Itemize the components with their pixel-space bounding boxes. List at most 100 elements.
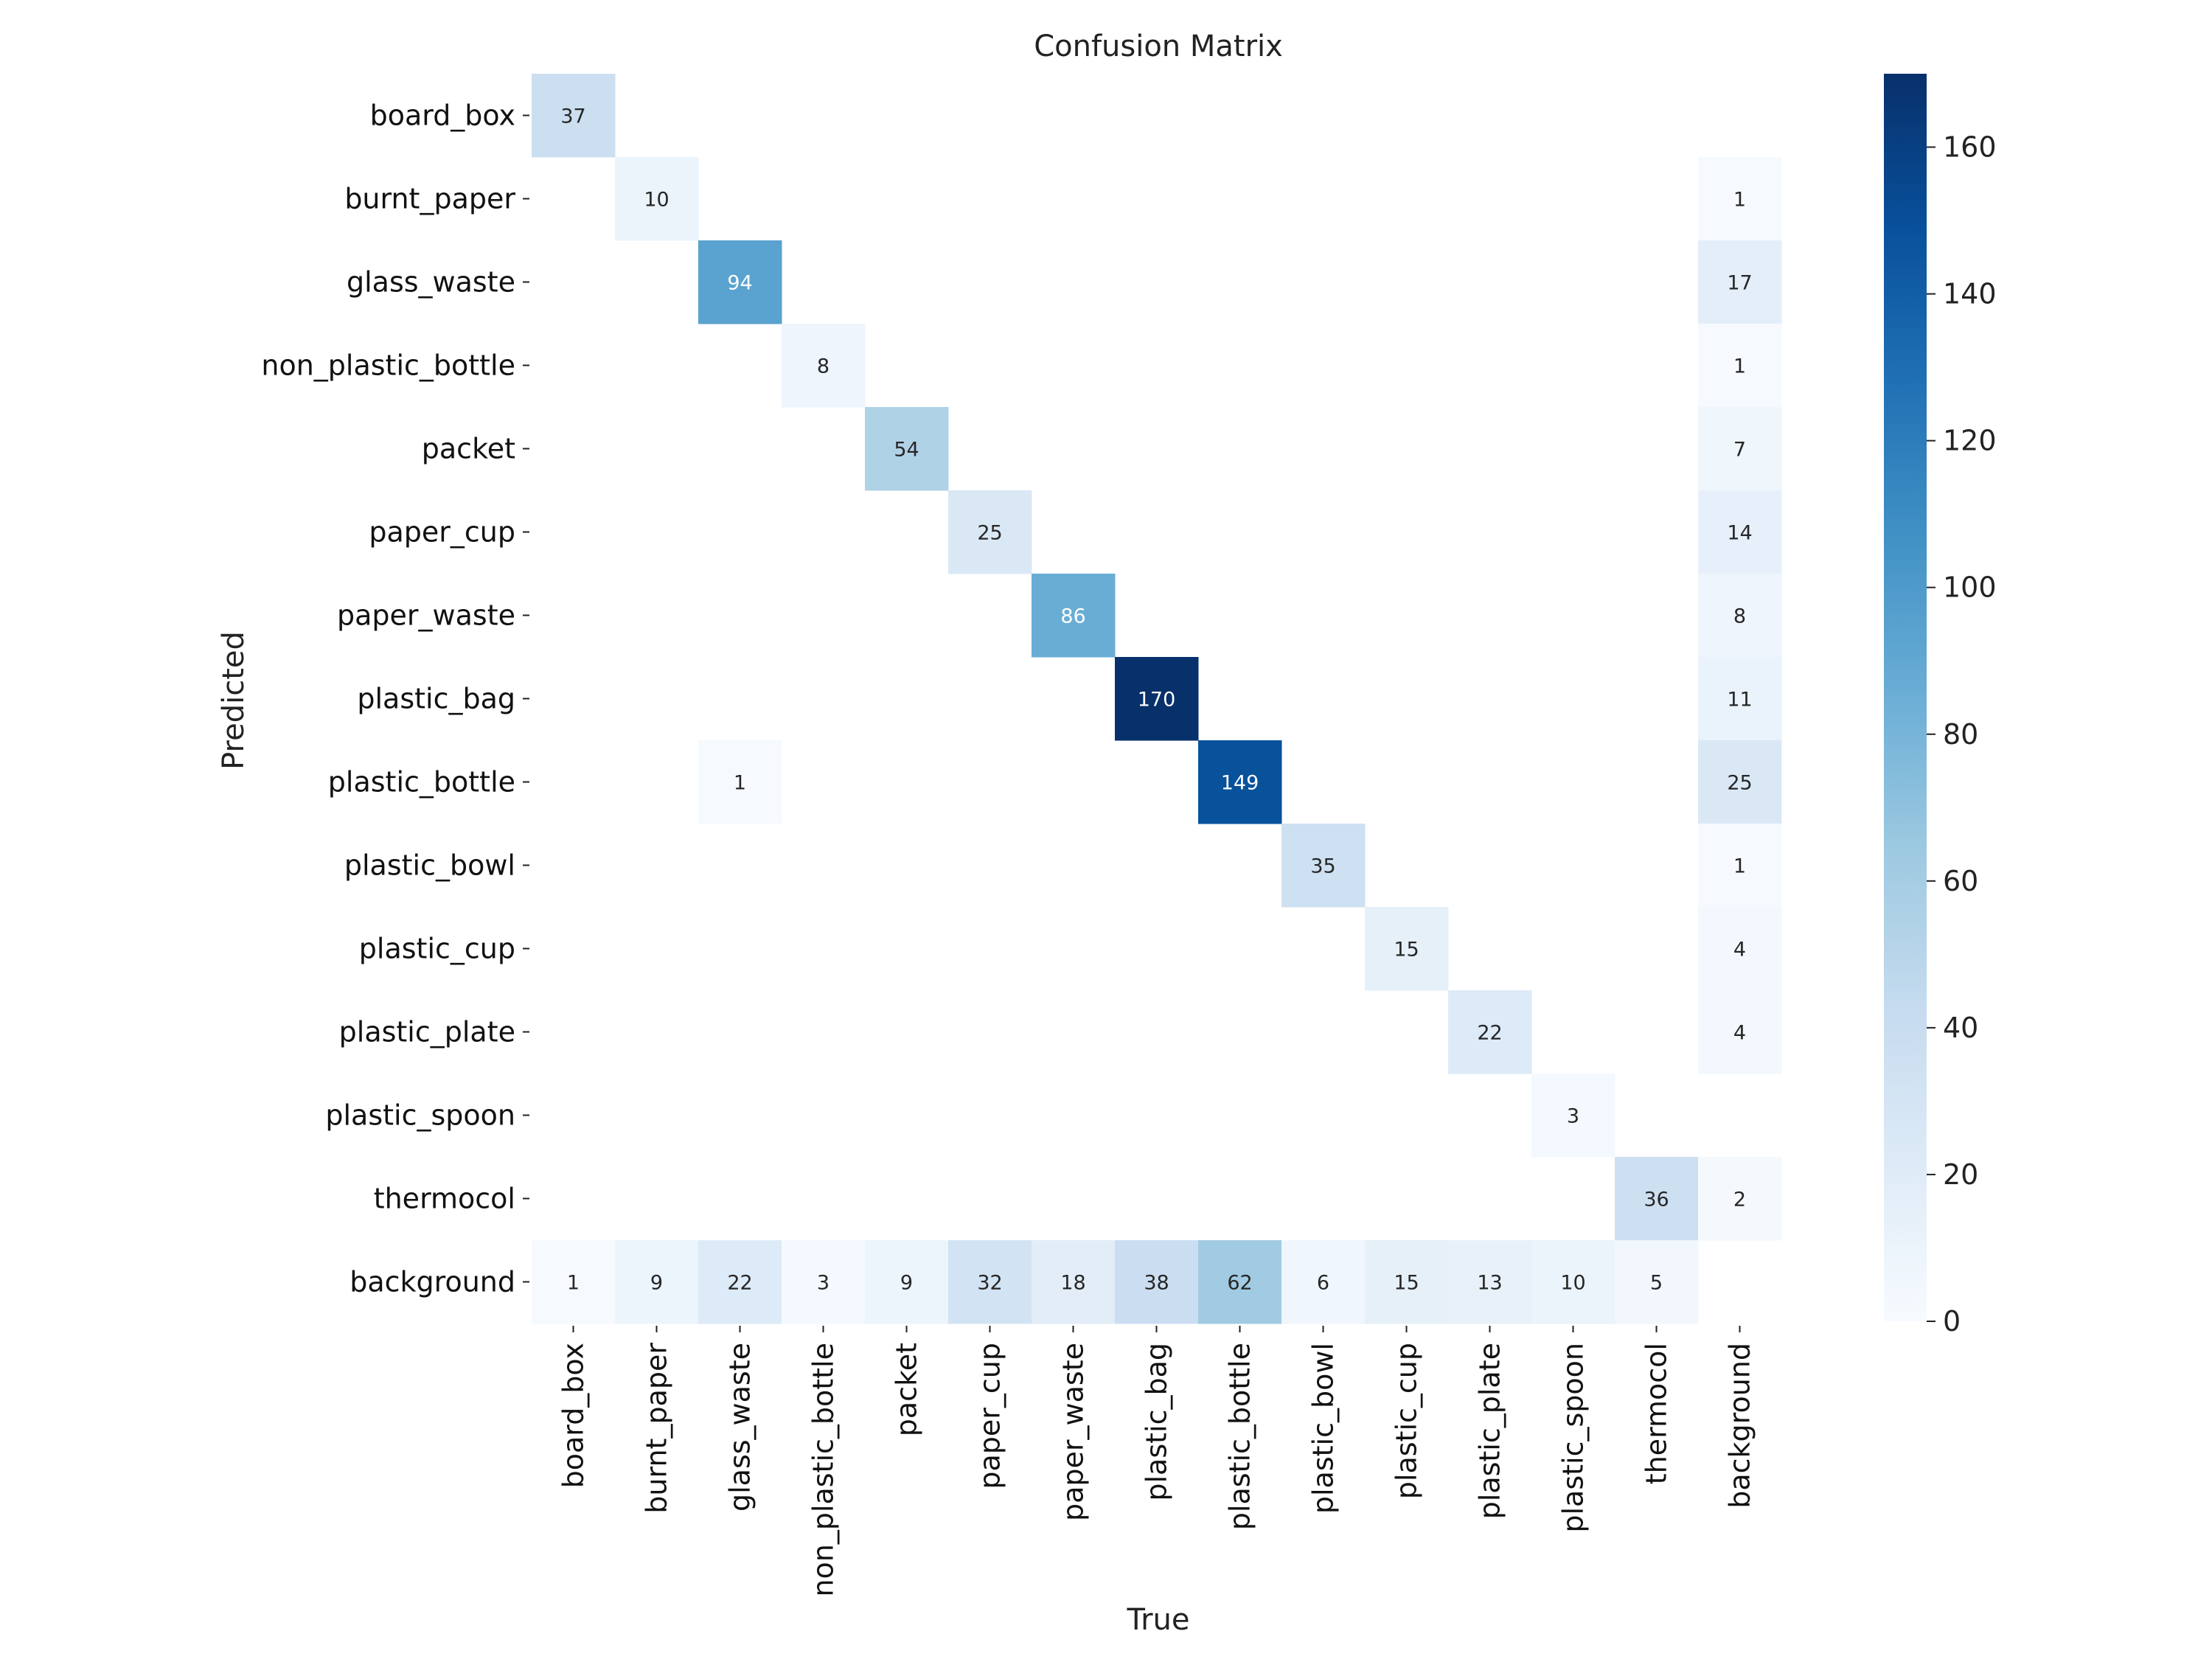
cell-value-label: 1	[734, 772, 746, 795]
cell-value-label: 170	[1138, 689, 1176, 712]
y-tick-label: plastic_bag	[357, 683, 515, 715]
heatmap-cell	[1448, 990, 1532, 1074]
cell-value-label: 17	[1727, 272, 1752, 295]
y-tick-label: non_plastic_bottle	[261, 349, 515, 382]
heatmap-cell	[1698, 574, 1782, 658]
heatmap-cell	[1698, 657, 1782, 741]
x-tick-label: glass_waste	[724, 1343, 757, 1512]
heatmap-cell	[698, 1240, 782, 1324]
y-tick-label: board_box	[370, 100, 515, 132]
y-tick-label: background	[349, 1266, 515, 1298]
x-tick-label: burnt_paper	[641, 1343, 673, 1514]
cell-value-label: 149	[1221, 772, 1259, 795]
cell-value-label: 18	[1060, 1272, 1085, 1295]
heatmap-cell	[1698, 740, 1782, 824]
cell-value-label: 15	[1394, 939, 1419, 961]
colorbar-tick-label: 140	[1943, 278, 1997, 310]
heatmap-cell	[865, 1240, 949, 1324]
heatmap-cell	[615, 157, 699, 241]
heatmap-cell	[1698, 407, 1782, 491]
cell-value-label: 8	[1733, 605, 1746, 628]
colorbar-tick-label: 0	[1943, 1305, 1961, 1338]
cell-value-label: 25	[1727, 772, 1752, 795]
cell-value-label: 4	[1733, 939, 1746, 961]
cell-value-label: 11	[1727, 689, 1752, 712]
y-tick-label: plastic_spoon	[325, 1099, 515, 1132]
heatmap-cell	[865, 407, 949, 491]
heatmap-cell	[1365, 907, 1449, 991]
colorbar-tick-label: 80	[1943, 718, 1978, 751]
y-tick-label: paper_cup	[369, 516, 515, 549]
chart-title: Confusion Matrix	[1034, 29, 1283, 63]
y-tick-label: plastic_bottle	[328, 766, 515, 799]
y-tick-label: paper_waste	[337, 599, 515, 632]
y-tick-label: plastic_plate	[339, 1016, 515, 1048]
cell-value-label: 5	[1650, 1272, 1663, 1295]
cell-value-label: 38	[1144, 1272, 1169, 1295]
heatmap-cell	[1115, 657, 1199, 741]
colorbar-ticks: 0 20 40 60 80 100 120 140 160	[1927, 131, 1997, 1338]
cell-value-label: 4	[1733, 1022, 1746, 1045]
heatmap-cell	[782, 324, 866, 408]
cell-value-label: 25	[977, 522, 1002, 545]
y-tick-label: thermocol	[374, 1183, 515, 1215]
cell-value-label: 15	[1394, 1272, 1419, 1295]
heatmap-cell	[1115, 1240, 1199, 1324]
cell-value-label: 86	[1060, 605, 1085, 628]
heatmap-cell	[1198, 740, 1282, 824]
heatmap-cell	[1531, 1240, 1615, 1324]
heatmap-cell	[1615, 1157, 1699, 1241]
cell-value-label: 13	[1477, 1272, 1502, 1295]
x-tick-label: plastic_bag	[1141, 1343, 1173, 1501]
heatmap-cell	[1698, 1157, 1782, 1241]
y-axis-label: Predicted	[217, 631, 251, 770]
heatmap-cell	[1281, 1240, 1366, 1324]
y-tick-label: packet	[422, 433, 515, 465]
cell-value-label: 1	[567, 1272, 580, 1295]
y-tick-label: plastic_bowl	[344, 849, 515, 882]
heatmap-cell	[1448, 1240, 1532, 1324]
cell-value-label: 22	[1477, 1022, 1502, 1045]
y-tick-label: plastic_cup	[359, 933, 515, 965]
cell-value-label: 3	[1567, 1105, 1579, 1128]
heatmap-cell	[1198, 1240, 1282, 1324]
heatmap-cell	[1698, 490, 1782, 574]
cell-value-label: 54	[894, 439, 919, 462]
heatmap-cell	[615, 1240, 699, 1324]
x-tick-label: plastic_spoon	[1557, 1343, 1590, 1533]
heatmap-cell	[1698, 824, 1782, 908]
heatmap-cell	[1698, 240, 1782, 324]
heatmap-cell	[1698, 157, 1782, 241]
cell-value-label: 22	[727, 1272, 752, 1295]
heatmap-cell	[1531, 1074, 1615, 1158]
x-tick-label: plastic_cup	[1391, 1343, 1423, 1499]
cell-value-label: 1	[1733, 355, 1746, 378]
x-tick-label: background	[1724, 1343, 1756, 1509]
cell-value-label: 10	[644, 189, 669, 212]
cell-value-label: 2	[1733, 1189, 1746, 1211]
heatmap-cell	[782, 1240, 866, 1324]
cell-value-label: 7	[1733, 439, 1746, 462]
cell-value-label: 35	[1310, 855, 1335, 878]
heatmap-cell	[1615, 1240, 1699, 1324]
x-tick-label: paper_cup	[974, 1343, 1006, 1489]
heatmap-cell	[1032, 574, 1116, 658]
x-axis-ticks: board_box burnt_paper glass_waste non_plast…	[557, 1326, 1756, 1597]
y-tick-label: burnt_paper	[344, 183, 515, 215]
colorbar	[1884, 74, 1927, 1321]
y-axis-ticks: board_box burnt_paper glass_waste non_plast…	[261, 100, 529, 1298]
heatmap-cell	[1698, 907, 1782, 991]
heatmap-cell	[1032, 1240, 1116, 1324]
colorbar-tick-label: 160	[1943, 131, 1997, 164]
x-tick-label: non_plastic_bottle	[807, 1343, 840, 1597]
cell-value-label: 62	[1227, 1272, 1252, 1295]
x-tick-label: plastic_bowl	[1307, 1343, 1340, 1514]
heatmap-cell	[948, 1240, 1032, 1324]
cell-value-label: 8	[817, 355, 830, 378]
x-tick-label: thermocol	[1641, 1343, 1673, 1484]
cell-value-label: 32	[977, 1272, 1002, 1295]
heatmap-cell	[698, 740, 782, 824]
cell-value-label: 37	[560, 105, 585, 128]
